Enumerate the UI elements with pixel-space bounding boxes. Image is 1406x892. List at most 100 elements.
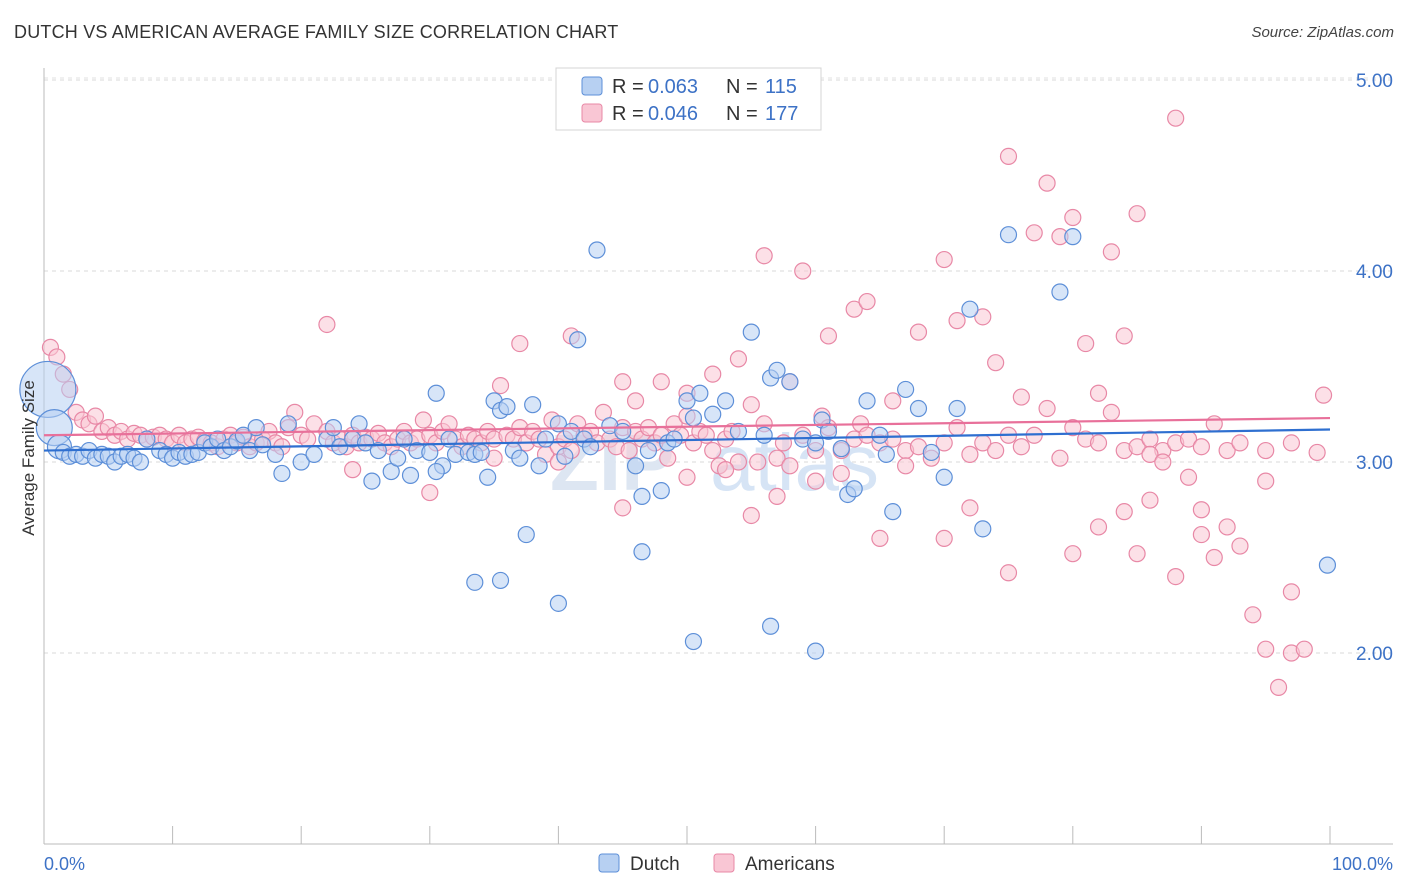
american-point	[1218, 441, 1236, 460]
dutch-points	[19, 226, 1337, 660]
american-point	[1282, 434, 1301, 452]
dutch-point	[761, 617, 780, 635]
american-point	[961, 445, 979, 463]
american-point	[729, 453, 748, 471]
american-point	[1012, 438, 1030, 456]
american-point	[1012, 388, 1030, 406]
dutch-point	[884, 503, 902, 521]
american-point	[1314, 386, 1333, 404]
x-tick-max: 100.0%	[1332, 854, 1393, 874]
american-point	[1064, 419, 1082, 437]
american-point	[1231, 434, 1249, 452]
dutch-point	[524, 396, 542, 414]
american-point	[626, 392, 645, 410]
series-legend: Dutch Americans	[598, 853, 835, 875]
american-point	[704, 365, 722, 383]
dutch-point	[427, 384, 445, 402]
american-point	[987, 354, 1005, 372]
american-point	[794, 262, 812, 280]
dutch-point	[691, 384, 709, 402]
dutch-point	[819, 422, 838, 441]
dutch-point	[549, 594, 568, 612]
dutch-point	[633, 543, 651, 561]
dutch-point	[517, 525, 535, 544]
dutch-point	[755, 426, 773, 444]
american-point	[344, 461, 362, 479]
american-point	[935, 529, 953, 548]
american-point	[1257, 441, 1275, 460]
dutch-point	[832, 440, 850, 458]
american-point	[1295, 640, 1313, 658]
american-point	[1192, 501, 1211, 519]
dutch-point	[684, 632, 703, 651]
american-point	[614, 373, 632, 391]
american-point	[716, 461, 735, 479]
dutch-point	[716, 392, 735, 410]
american-point	[1102, 243, 1120, 261]
dutch-point	[401, 466, 420, 484]
dutch-point	[389, 449, 407, 467]
american-point	[845, 300, 863, 318]
american-point	[781, 457, 799, 475]
dutch-point	[781, 373, 799, 391]
dutch-point	[877, 445, 895, 463]
dutch-point	[369, 441, 387, 460]
american-point	[1089, 518, 1108, 536]
dutch-point	[626, 457, 645, 475]
american-point	[1128, 438, 1146, 456]
legend-n-label: N =	[726, 76, 758, 98]
dutch-point	[948, 399, 966, 418]
american-point	[1051, 449, 1069, 467]
dutch-point	[639, 441, 658, 460]
american-point	[1077, 334, 1095, 353]
american-point	[1282, 583, 1301, 601]
y-tick-label: 4.00	[1356, 262, 1393, 283]
dutch-point	[266, 445, 285, 463]
dutch-point	[961, 300, 979, 318]
x-tick-min: 0.0%	[44, 854, 85, 874]
american-point	[1269, 678, 1288, 696]
american-point	[749, 453, 767, 471]
dutch-point	[633, 487, 651, 505]
american-point	[768, 449, 786, 467]
american-point	[421, 483, 439, 502]
american-point	[999, 564, 1018, 582]
american-point	[999, 147, 1018, 165]
dutch-point	[511, 449, 529, 467]
dutch-point	[897, 380, 915, 399]
legend-american-swatch	[581, 103, 603, 123]
american-point	[1167, 567, 1185, 586]
y-tick-labels: 2.00 3.00 4.00 5.00	[1356, 71, 1393, 665]
legend-dutch-n: 115	[765, 76, 797, 98]
dutch-point	[588, 241, 606, 259]
dutch-point	[704, 405, 722, 423]
american-point	[1115, 327, 1133, 345]
dutch-point	[742, 323, 760, 341]
american-point	[897, 457, 915, 475]
y-axis-label: Average Family Size	[19, 380, 38, 536]
dutch-point	[806, 642, 825, 660]
american-point	[491, 377, 510, 395]
dutch-point	[131, 453, 150, 471]
american-point	[1205, 548, 1223, 567]
dutch-point	[1064, 228, 1082, 246]
american-point	[1308, 443, 1326, 462]
american-trend-line	[43, 416, 1331, 437]
american-point	[806, 472, 825, 490]
american-point	[678, 468, 696, 486]
dutch-point	[356, 434, 375, 452]
americans-legend-label: Americans	[745, 854, 835, 875]
american-point	[1064, 208, 1082, 227]
dutch-point	[279, 415, 297, 433]
dutch-point	[427, 462, 445, 481]
stats-legend: R = 0.063 N = 115 R = 0.046 N = 177	[555, 67, 822, 131]
dutch-point	[472, 443, 490, 462]
american-point	[884, 392, 902, 410]
y-tick-label: 3.00	[1356, 453, 1393, 474]
american-point	[987, 441, 1005, 460]
american-point	[1218, 518, 1236, 536]
american-point	[1179, 468, 1198, 486]
dutch-point	[324, 419, 342, 437]
legend-dutch-r: 0.063	[648, 76, 698, 98]
